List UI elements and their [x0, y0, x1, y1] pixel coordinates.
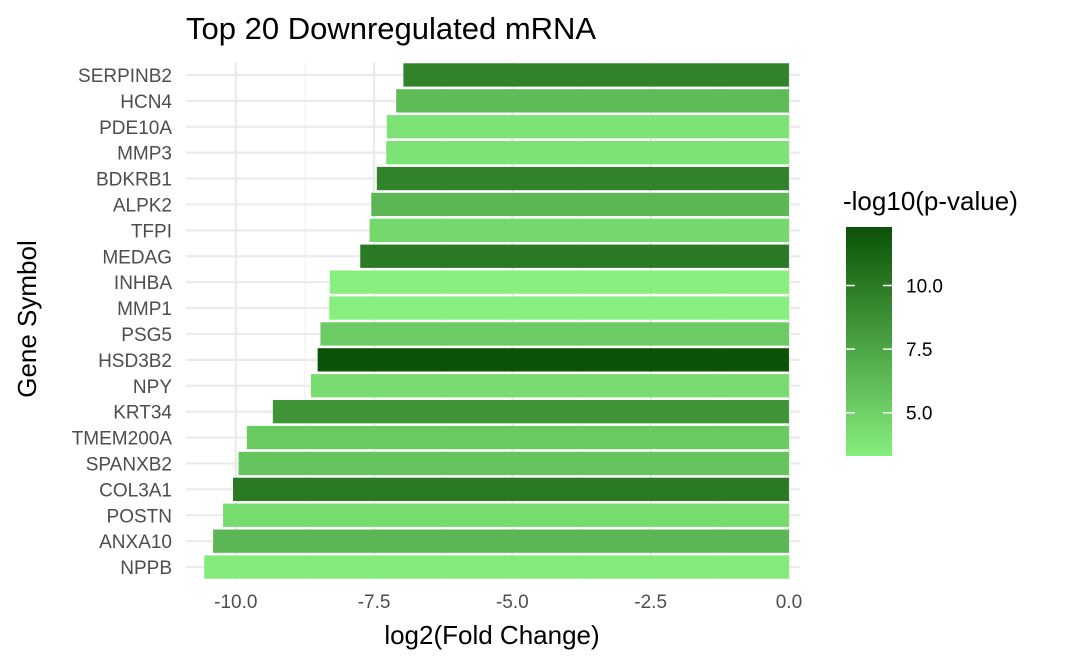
- legend-tick-label: 10.0: [906, 277, 943, 298]
- color-legend: -log10(p-value) 5.0 7.5 10.0: [843, 186, 1018, 456]
- y-tick-label: MMP1: [117, 299, 172, 320]
- grid: [186, 62, 800, 580]
- x-axis-title: log2(Fold Change): [384, 620, 599, 650]
- legend-title: -log10(p-value): [843, 186, 1018, 216]
- bar-bdkrb1: [376, 166, 789, 191]
- y-tick-label: INHBA: [114, 273, 172, 294]
- bar-inhba: [329, 270, 789, 294]
- bar-pde10a: [386, 115, 789, 139]
- bar-mmp1: [329, 296, 789, 320]
- bar-krt34: [272, 399, 789, 424]
- y-tick-label: COL3A1: [99, 480, 172, 501]
- y-tick-label: SERPINB2: [78, 66, 172, 87]
- y-tick-label: PDE10A: [99, 118, 172, 139]
- chart-title: Top 20 Downregulated mRNA: [186, 11, 596, 46]
- bar-serpinb2: [403, 63, 789, 87]
- y-tick-label: HCN4: [120, 92, 172, 113]
- bar-medag: [360, 244, 789, 268]
- bars: [204, 63, 789, 579]
- bar-anxa10: [213, 529, 789, 553]
- bar-hsd3b2: [317, 348, 789, 372]
- y-tick-label: POSTN: [107, 506, 172, 527]
- y-tick-label: TMEM200A: [72, 429, 173, 450]
- x-tick-label: 0.0: [776, 592, 802, 613]
- bar-spanxb2: [238, 451, 789, 476]
- x-tick-label: -7.5: [358, 592, 391, 613]
- bar-nppb: [204, 555, 789, 579]
- y-tick-label: BDKRB1: [96, 170, 172, 191]
- bar-tmem200a: [246, 425, 789, 450]
- legend-tick-label: 7.5: [906, 340, 932, 361]
- y-tick-labels: SERPINB2 HCN4 PDE10A MMP3 BDKRB1 ALPK2 TFPI MED…: [72, 66, 173, 579]
- y-tick-label: MEDAG: [102, 247, 172, 268]
- y-tick-label: MMP3: [117, 144, 172, 165]
- y-axis-title: Gene Symbol: [12, 240, 42, 398]
- y-tick-label: TFPI: [131, 221, 172, 242]
- x-tick-label: -2.5: [634, 592, 667, 613]
- y-tick-label: HSD3B2: [98, 351, 172, 372]
- bar-npy: [311, 374, 789, 398]
- legend-colorbar: [846, 227, 892, 456]
- bar-psg5: [320, 322, 789, 346]
- x-tick-label: -10.0: [214, 592, 257, 613]
- y-tick-label: NPY: [133, 377, 172, 398]
- x-tick-label: -5.0: [496, 592, 529, 613]
- y-tick-label: ANXA10: [99, 532, 172, 553]
- bar-tfpi: [369, 218, 789, 243]
- x-tick-labels: -10.0 -7.5 -5.0 -2.5 0.0: [214, 592, 802, 613]
- y-tick-label: PSG5: [121, 325, 172, 346]
- y-tick-label: SPANXB2: [86, 454, 172, 475]
- y-tick-label: ALPK2: [113, 195, 172, 216]
- bar-postn: [223, 503, 789, 527]
- legend-tick-label: 5.0: [906, 404, 932, 425]
- y-tick-label: KRT34: [113, 403, 172, 424]
- y-tick-label: NPPB: [120, 558, 172, 579]
- bar-col3a1: [233, 477, 789, 502]
- bar-mmp3: [386, 140, 789, 165]
- legend-ticks: 5.0 7.5 10.0: [846, 277, 943, 425]
- bar-alpk2: [371, 192, 789, 217]
- bar-hcn4: [396, 89, 789, 113]
